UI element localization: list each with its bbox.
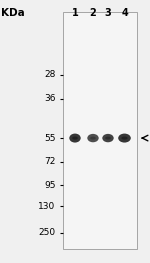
Text: KDa: KDa (2, 8, 25, 18)
Ellipse shape (105, 136, 111, 140)
Ellipse shape (90, 136, 96, 140)
Bar (63, 12, 136, 249)
Text: 72: 72 (44, 157, 56, 166)
Ellipse shape (102, 134, 114, 142)
Text: 4: 4 (121, 8, 128, 18)
Text: 28: 28 (44, 70, 56, 79)
Ellipse shape (72, 136, 78, 140)
Text: 95: 95 (44, 181, 56, 190)
Text: 3: 3 (105, 8, 111, 18)
Text: 250: 250 (38, 228, 56, 237)
Ellipse shape (87, 134, 99, 142)
Text: 36: 36 (44, 94, 56, 103)
Text: 2: 2 (90, 8, 96, 18)
Text: 1: 1 (72, 8, 78, 18)
Ellipse shape (121, 136, 128, 140)
Ellipse shape (69, 134, 81, 143)
Ellipse shape (118, 134, 131, 143)
Text: 55: 55 (44, 134, 56, 143)
Text: 130: 130 (38, 202, 56, 211)
